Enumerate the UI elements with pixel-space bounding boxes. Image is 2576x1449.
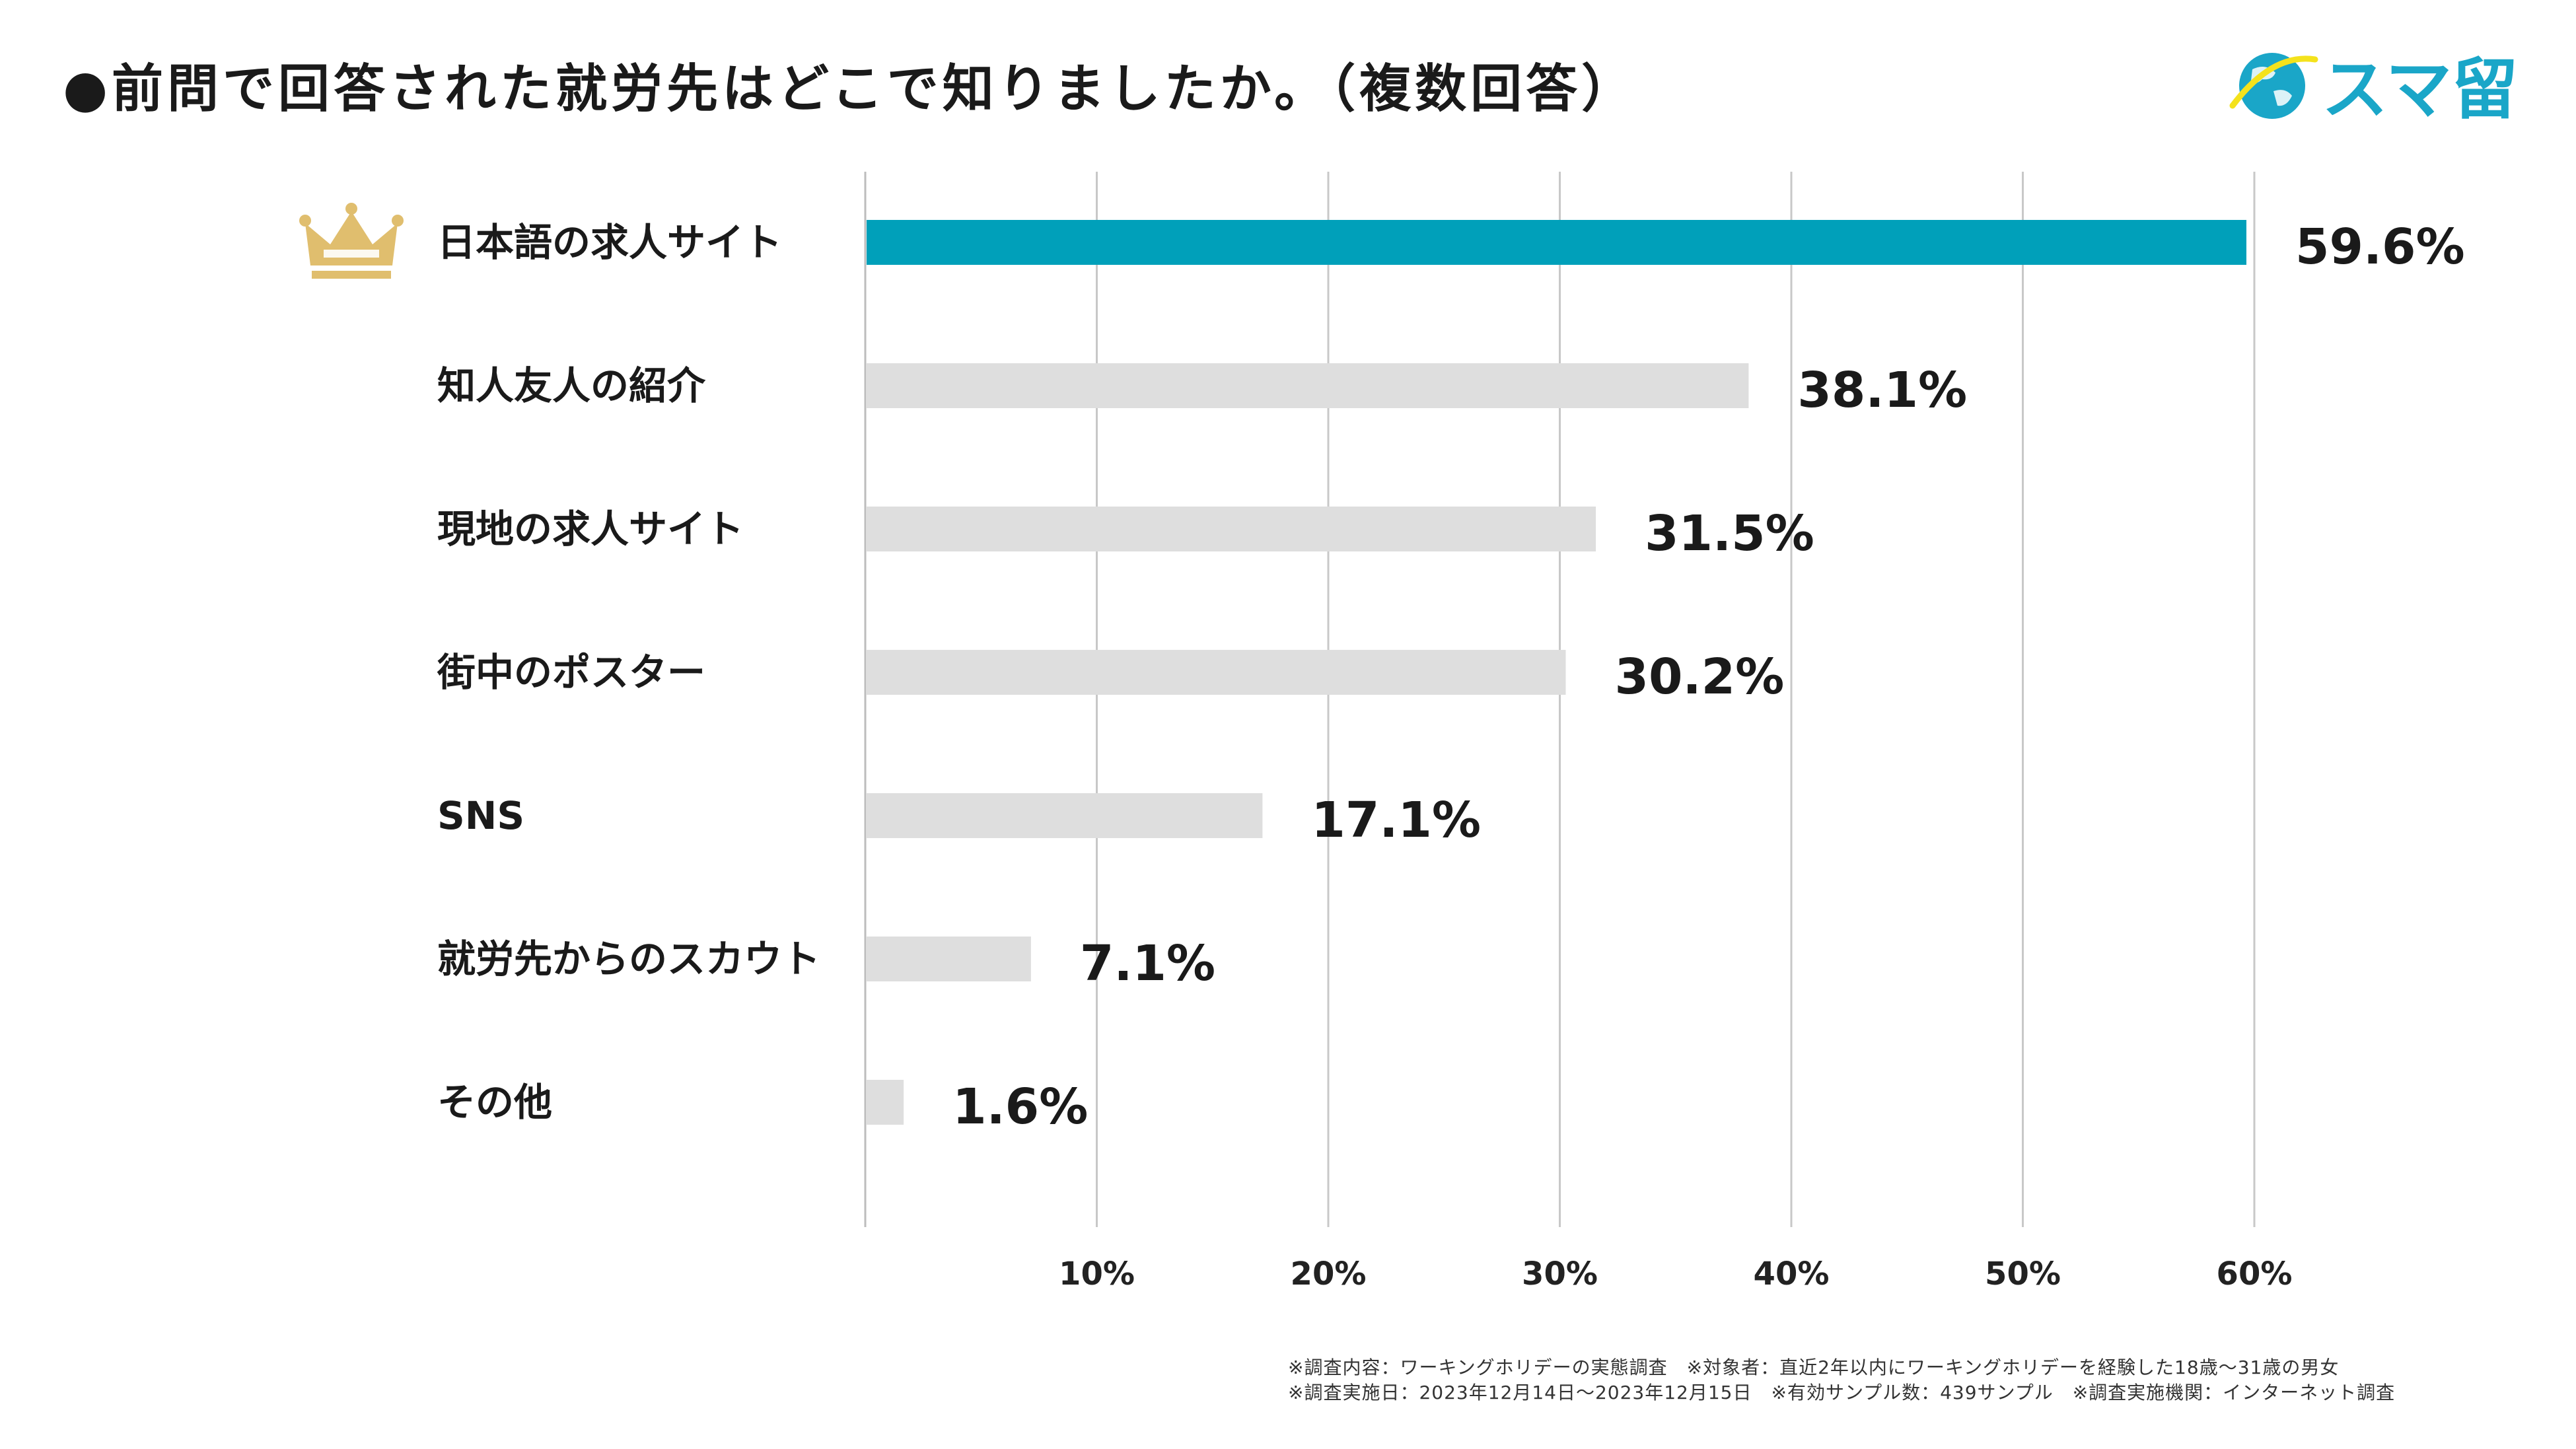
category-label: 街中のポスター — [437, 650, 705, 695]
category-label: 日本語の求人サイト — [437, 220, 782, 265]
category-label: 知人友人の紹介 — [437, 363, 706, 408]
globe-icon — [2229, 53, 2318, 119]
x-tick-label: 50% — [1985, 1255, 2061, 1292]
bar-chart: 日本語の求人サイト 59.6% 知人友人の紹介 38.1% 現地の求人サイト 31.5% 街… — [299, 172, 2465, 1292]
category-label: その他 — [437, 1080, 552, 1125]
footnotes: ※調査内容：ワーキングホリデーの実態調査 ※対象者：直近2年以内にワーキングホリ… — [1288, 1355, 2395, 1405]
x-tick-label: 10% — [1059, 1255, 1135, 1292]
value-label: 17.1% — [1311, 792, 1481, 849]
value-label: 30.2% — [1615, 649, 1785, 705]
logo-text: スマ留 — [2322, 51, 2518, 128]
value-label: 59.6% — [2295, 219, 2465, 275]
bar-5 — [867, 793, 1263, 838]
chart-title: ●前問で回答された就労先はどこで知りましたか。（複数回答） — [63, 59, 1637, 119]
crown-icon — [299, 203, 404, 279]
x-tick-label: 60% — [2217, 1255, 2293, 1292]
category-label: SNS — [437, 793, 524, 838]
footnote-line: ※調査実施日：2023年12月14日〜2023年12月15日 ※有効サンプル数：… — [1288, 1382, 2396, 1403]
value-label: 38.1% — [1797, 362, 1967, 419]
bar-3 — [867, 507, 1596, 551]
x-tick-label: 40% — [1754, 1255, 1830, 1292]
bar-6 — [867, 937, 1031, 981]
category-label: 就労先からのスカウト — [437, 937, 820, 981]
brand-logo: スマ留 — [2229, 51, 2518, 128]
bar-1 — [867, 220, 2246, 265]
bar-7 — [867, 1080, 904, 1125]
footnote-line: ※調査内容：ワーキングホリデーの実態調査 ※対象者：直近2年以内にワーキングホリ… — [1288, 1357, 2340, 1378]
value-label: 7.1% — [1080, 935, 1215, 992]
category-label: 現地の求人サイト — [437, 507, 744, 551]
bar-2 — [867, 363, 1749, 408]
value-label: 1.6% — [952, 1078, 1088, 1135]
x-tick-label: 30% — [1522, 1255, 1598, 1292]
value-label: 31.5% — [1645, 505, 1814, 562]
x-tick-label: 20% — [1291, 1255, 1367, 1292]
bar-4 — [867, 650, 1566, 695]
